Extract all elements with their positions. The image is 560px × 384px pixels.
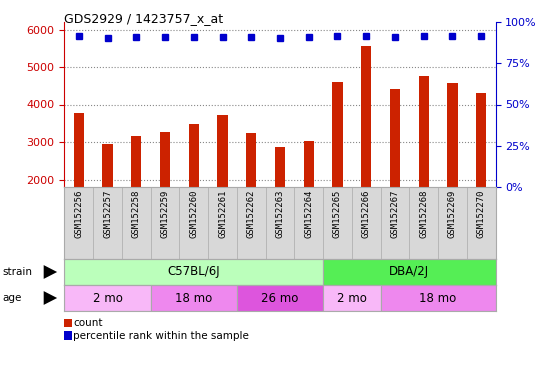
Bar [390,89,400,255]
Bar [246,133,256,255]
Text: DBA/2J: DBA/2J [389,265,430,278]
Bar [64,259,323,285]
Text: GDS2929 / 1423757_x_at: GDS2929 / 1423757_x_at [64,12,223,25]
Text: GSM152256: GSM152256 [74,189,83,238]
Bar [419,76,429,255]
Bar [476,93,486,255]
Bar [275,147,285,255]
Bar [160,132,170,255]
Text: GSM152266: GSM152266 [362,189,371,238]
Text: 18 mo: 18 mo [175,291,212,305]
Text: 2 mo: 2 mo [337,291,367,305]
Text: GSM152269: GSM152269 [448,189,457,238]
Text: GSM152260: GSM152260 [189,189,198,238]
Text: GSM152264: GSM152264 [304,189,313,238]
Text: GSM152267: GSM152267 [390,189,399,238]
Text: GSM152270: GSM152270 [477,189,486,238]
Text: GSM152268: GSM152268 [419,189,428,238]
Bar [102,144,113,255]
Text: strain: strain [3,267,33,277]
Bar [381,285,496,311]
Bar [74,113,84,255]
Text: GSM152259: GSM152259 [161,189,170,238]
Bar [64,285,151,311]
Bar [217,115,227,255]
Bar [447,83,458,255]
Bar [323,259,496,285]
Text: count: count [73,318,102,328]
Text: GSM152262: GSM152262 [247,189,256,238]
Text: GSM152265: GSM152265 [333,189,342,238]
Text: age: age [3,293,22,303]
Text: C57BL/6J: C57BL/6J [167,265,220,278]
Bar [361,46,371,255]
Text: GSM152261: GSM152261 [218,189,227,238]
Text: GSM152257: GSM152257 [103,189,112,238]
Bar [151,285,237,311]
Text: 26 mo: 26 mo [262,291,298,305]
Text: 2 mo: 2 mo [92,291,123,305]
Text: GSM152263: GSM152263 [276,189,284,238]
Bar [323,285,381,311]
Bar [131,136,141,255]
Bar [237,285,323,311]
Text: 18 mo: 18 mo [419,291,457,305]
Bar [333,82,343,255]
Text: GSM152258: GSM152258 [132,189,141,238]
Bar [304,141,314,255]
Text: percentile rank within the sample: percentile rank within the sample [73,331,249,341]
Bar [189,124,199,255]
